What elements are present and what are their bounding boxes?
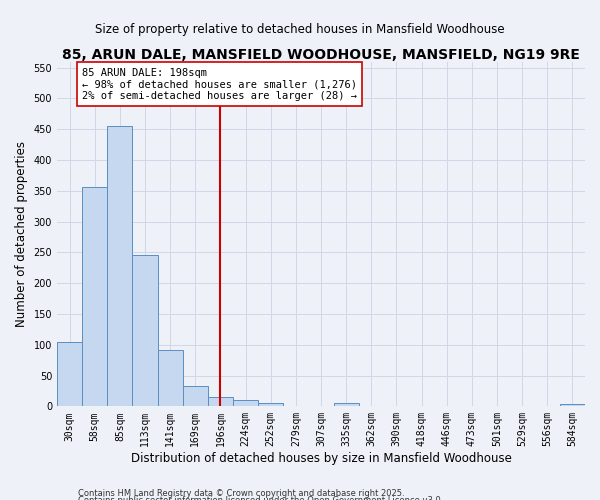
- Bar: [560, 404, 585, 406]
- Bar: [208, 397, 233, 406]
- Title: 85, ARUN DALE, MANSFIELD WOODHOUSE, MANSFIELD, NG19 9RE: 85, ARUN DALE, MANSFIELD WOODHOUSE, MANS…: [62, 48, 580, 62]
- X-axis label: Distribution of detached houses by size in Mansfield Woodhouse: Distribution of detached houses by size …: [131, 452, 511, 465]
- Text: Contains public sector information licensed under the Open Government Licence v3: Contains public sector information licen…: [78, 496, 443, 500]
- Bar: [334, 404, 359, 406]
- Text: 85 ARUN DALE: 198sqm
← 98% of detached houses are smaller (1,276)
2% of semi-det: 85 ARUN DALE: 198sqm ← 98% of detached h…: [82, 68, 357, 101]
- Bar: [82, 186, 107, 406]
- Bar: [158, 350, 183, 406]
- Text: Size of property relative to detached houses in Mansfield Woodhouse: Size of property relative to detached ho…: [95, 22, 505, 36]
- Y-axis label: Number of detached properties: Number of detached properties: [15, 141, 28, 327]
- Bar: [183, 386, 208, 406]
- Bar: [107, 126, 133, 406]
- Bar: [233, 400, 258, 406]
- Bar: [133, 256, 158, 406]
- Text: Contains HM Land Registry data © Crown copyright and database right 2025.: Contains HM Land Registry data © Crown c…: [78, 488, 404, 498]
- Bar: [57, 342, 82, 406]
- Bar: [258, 404, 283, 406]
